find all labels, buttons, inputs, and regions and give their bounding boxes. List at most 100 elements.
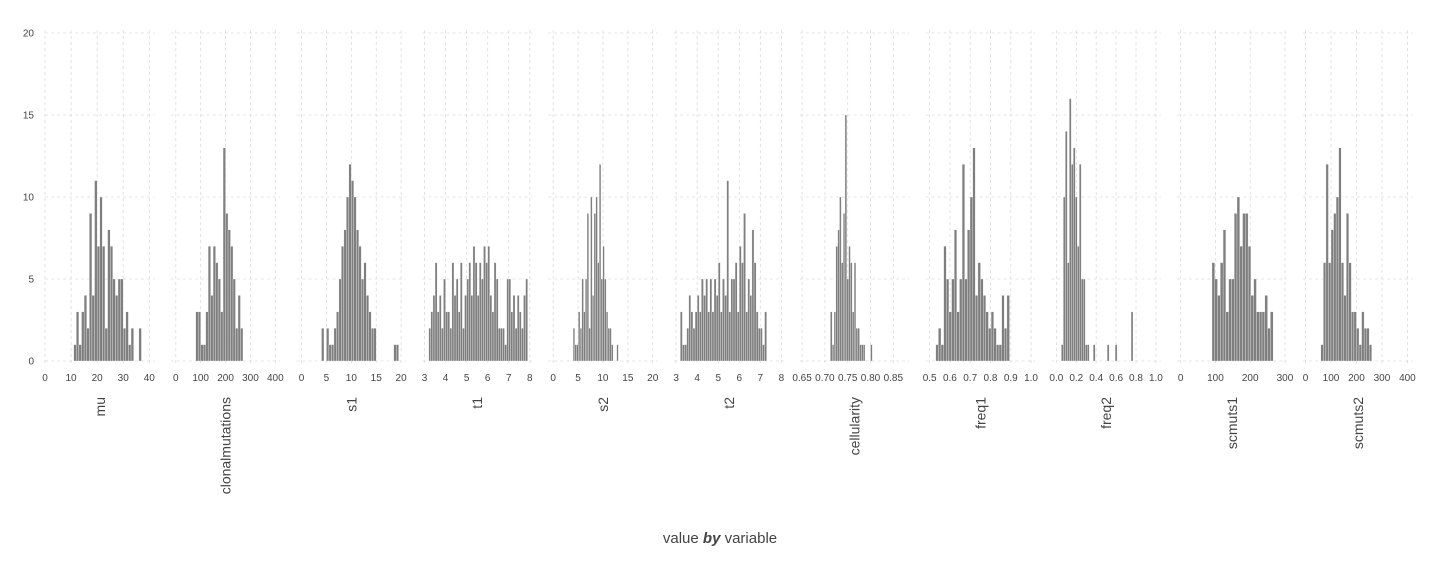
histogram-bar xyxy=(198,311,201,362)
histogram-bar xyxy=(1085,344,1088,362)
histogram-bar xyxy=(225,213,229,362)
histogram-bar xyxy=(863,344,866,362)
histogram-bar xyxy=(117,278,121,362)
histogram-bar xyxy=(1320,344,1324,362)
histogram-bar xyxy=(686,328,689,362)
histogram-bar xyxy=(361,278,364,362)
histogram-bar xyxy=(212,246,216,362)
histogram-bar xyxy=(855,328,858,362)
histogram-bar xyxy=(1335,196,1339,362)
histogram-bar xyxy=(839,196,842,362)
y-tick-label: 10 xyxy=(23,193,35,204)
histogram-bar xyxy=(715,295,719,362)
histogram-bar xyxy=(504,344,507,362)
histogram-bar xyxy=(200,344,204,362)
histogram-bar xyxy=(1114,344,1118,362)
histogram-bar xyxy=(195,311,199,362)
histogram-bar xyxy=(1242,213,1246,362)
histogram-bar xyxy=(83,295,87,362)
histogram-bar xyxy=(487,246,490,362)
x-tick-label: 0.9 xyxy=(1004,373,1018,384)
histogram-bar xyxy=(464,295,467,362)
facet-label: t1 xyxy=(469,397,485,409)
histogram-bar xyxy=(115,295,119,362)
histogram-bar xyxy=(861,344,864,362)
x-tick-label: 0.8 xyxy=(984,373,998,384)
x-tick-label: 30 xyxy=(118,373,130,384)
histogram-bar xyxy=(1075,196,1078,362)
histogram-bar xyxy=(517,295,520,362)
histogram-bar xyxy=(940,344,944,362)
histogram-bar xyxy=(489,295,493,362)
histogram-bar xyxy=(726,180,729,362)
histogram-bar xyxy=(835,246,838,362)
histogram-bar xyxy=(602,246,605,362)
histogram-bar xyxy=(857,328,860,362)
x-tick-label: 40 xyxy=(144,373,156,384)
x-tick-label: 15 xyxy=(371,373,383,384)
histogram-bar xyxy=(91,295,95,362)
histogram-bar xyxy=(483,246,486,362)
x-tick-label: 7 xyxy=(506,373,512,384)
histogram-bar xyxy=(1211,262,1215,362)
histogram-bar xyxy=(73,344,77,362)
histogram-bar xyxy=(983,295,986,362)
chart-caption: value by variable xyxy=(663,530,777,547)
histogram-bar xyxy=(1270,311,1274,362)
histogram-bar xyxy=(328,344,332,362)
histogram-bar xyxy=(1264,295,1268,362)
x-tick-label: 100 xyxy=(192,373,209,384)
histogram-bar xyxy=(1228,278,1232,362)
histogram-bar xyxy=(935,344,939,362)
histogram-bar xyxy=(586,213,589,362)
histogram-bar xyxy=(1220,262,1224,362)
histogram-bar xyxy=(832,344,835,362)
histogram-bar xyxy=(713,278,717,362)
histogram-bar xyxy=(734,262,738,362)
histogram-bar xyxy=(680,311,683,362)
x-tick-label: 0.0 xyxy=(1049,373,1063,384)
x-tick-label: 5 xyxy=(464,373,470,384)
histogram-bar xyxy=(833,311,836,362)
histogram-bar xyxy=(588,328,591,362)
histogram-bar xyxy=(1106,344,1110,362)
histogram-bar xyxy=(519,311,522,362)
histogram-bar xyxy=(466,278,469,362)
histogram-bar xyxy=(521,328,524,362)
histogram-bar xyxy=(724,295,727,362)
histogram-bar xyxy=(597,262,600,362)
histogram-bar xyxy=(969,196,973,362)
x-tick-label: 0 xyxy=(173,373,179,384)
histogram-bar xyxy=(737,311,740,362)
histogram-bar xyxy=(1353,311,1357,362)
x-tick-label: 10 xyxy=(597,373,609,384)
histogram-bar xyxy=(1267,328,1271,362)
histogram-bar xyxy=(709,278,713,362)
histogram-bar xyxy=(1004,328,1008,362)
histogram-bar xyxy=(985,311,989,362)
x-tick-label: 3 xyxy=(673,373,679,384)
histogram-bar xyxy=(593,213,596,362)
x-tick-label: 5 xyxy=(575,373,581,384)
histogram-bar xyxy=(576,344,579,362)
histogram-bar xyxy=(128,344,132,362)
x-tick-label: 5 xyxy=(715,373,721,384)
histogram-bar xyxy=(523,295,526,362)
histogram-bar xyxy=(373,328,377,362)
histogram-bar xyxy=(1081,278,1084,362)
histogram-bar xyxy=(445,311,448,362)
histogram-bar xyxy=(331,344,335,362)
histogram-bar xyxy=(1356,328,1360,362)
x-tick-label: 7 xyxy=(758,373,764,384)
histogram-bar xyxy=(581,278,584,362)
histogram-bar xyxy=(574,344,577,362)
histogram-bar xyxy=(951,278,955,362)
histogram-bar xyxy=(1343,295,1347,362)
histogram-bar xyxy=(699,311,702,362)
histogram-bar xyxy=(959,278,963,362)
histogram-bar xyxy=(749,295,753,362)
x-tick-label: 20 xyxy=(396,373,408,384)
histogram-bar xyxy=(1073,147,1076,362)
histogram-bar xyxy=(579,328,582,362)
histogram-bar xyxy=(222,147,226,362)
